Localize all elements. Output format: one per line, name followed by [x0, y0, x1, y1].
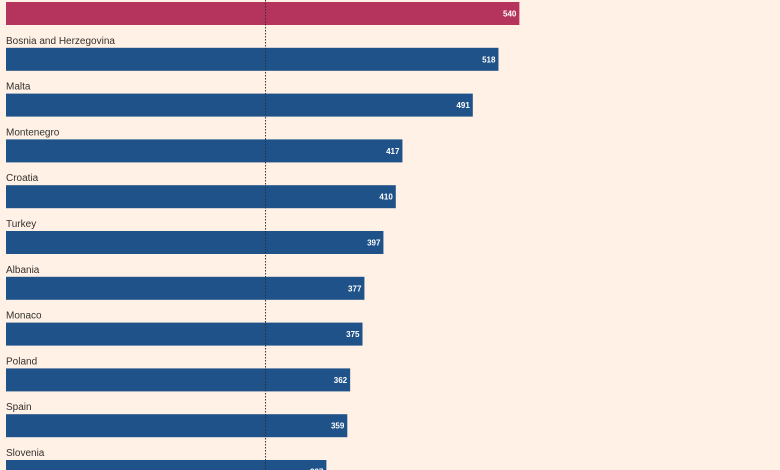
bar-5 — [6, 231, 384, 254]
bar-10 — [6, 460, 327, 470]
bars-layer — [6, 2, 520, 470]
value-label-3: 417 — [386, 147, 400, 156]
category-label-3: Montenegro — [6, 127, 60, 138]
value-label-2: 491 — [456, 101, 470, 110]
category-label-9: Spain — [6, 402, 32, 413]
bar-3 — [6, 139, 403, 163]
value-label-8: 362 — [334, 376, 348, 385]
value-label-1: 518 — [482, 55, 496, 64]
bar-0 — [6, 2, 520, 25]
category-label-8: Poland — [6, 356, 37, 367]
labels-layer: 540 518 Bosnia and Herzegovina 491 Malta 417 M… — [6, 10, 517, 470]
value-label-5: 397 — [367, 239, 381, 248]
bar-7 — [6, 322, 363, 346]
category-label-5: Turkey — [6, 219, 36, 230]
value-label-6: 377 — [348, 284, 362, 293]
category-label-7: Monaco — [6, 311, 42, 322]
bar-8 — [6, 368, 351, 392]
value-label-4: 410 — [379, 193, 393, 202]
category-label-1: Bosnia and Herzegovina — [6, 36, 115, 47]
value-label-9: 359 — [331, 422, 345, 431]
value-label-10: 337 — [310, 468, 324, 470]
bar-6 — [6, 276, 365, 300]
bar-1 — [6, 47, 499, 71]
bar-4 — [6, 185, 396, 209]
category-label-10: Slovenia — [6, 448, 45, 459]
bar-9 — [6, 414, 348, 438]
category-label-6: Albania — [6, 265, 40, 276]
bar-2 — [6, 93, 473, 117]
category-label-2: Malta — [6, 82, 31, 93]
value-label-0: 540 — [503, 10, 517, 19]
category-label-4: Croatia — [6, 173, 39, 184]
value-label-7: 375 — [346, 330, 360, 339]
